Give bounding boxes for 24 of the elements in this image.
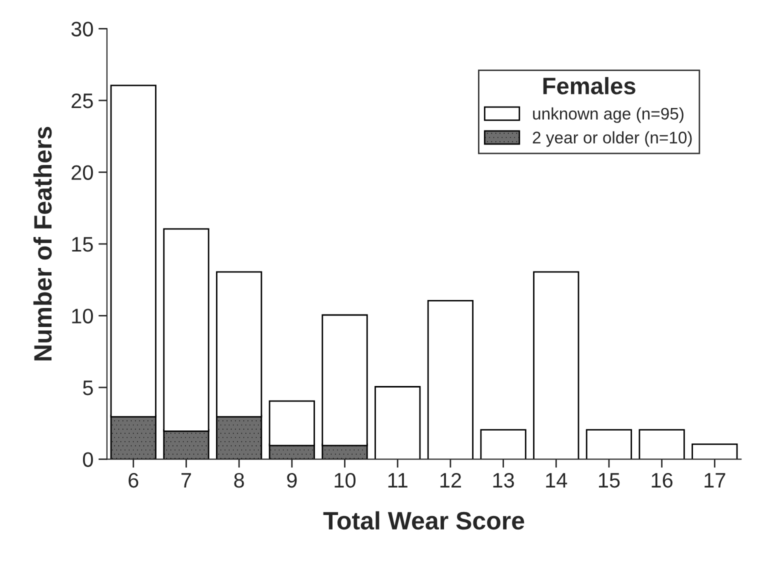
x-tick-label: 6 [128, 472, 138, 488]
x-axis-title: Total Wear Score [323, 511, 524, 530]
x-tick-label: 10 [334, 472, 356, 488]
x-tick-label: 12 [440, 472, 461, 488]
y-tick-label: 15 [72, 237, 93, 252]
y-axis-title: Number of Feathers [33, 126, 52, 360]
legend-label: unknown age (n=95) [533, 107, 684, 123]
legend-label: 2 year or older (n=10) [532, 131, 692, 147]
x-tick-label: 8 [234, 472, 244, 488]
y-tick-label: 20 [72, 165, 93, 180]
x-tick-label: 13 [493, 472, 514, 488]
x-tick-label: 11 [388, 473, 408, 488]
x-tick-label: 9 [287, 472, 297, 488]
x-tick-label: 16 [652, 472, 672, 488]
x-tick-label: 7 [182, 473, 191, 488]
y-tick-label: 30 [71, 22, 93, 36]
x-tick-label: 17 [704, 473, 726, 488]
x-tick-label: 14 [546, 473, 568, 488]
y-tick-label: 25 [72, 93, 93, 108]
x-tick-label: 15 [598, 473, 620, 488]
y-tick-label: 0 [82, 452, 93, 467]
legend-title: Females [543, 77, 636, 94]
y-tick-label: 10 [72, 308, 93, 324]
y-tick-label: 5 [83, 380, 93, 396]
